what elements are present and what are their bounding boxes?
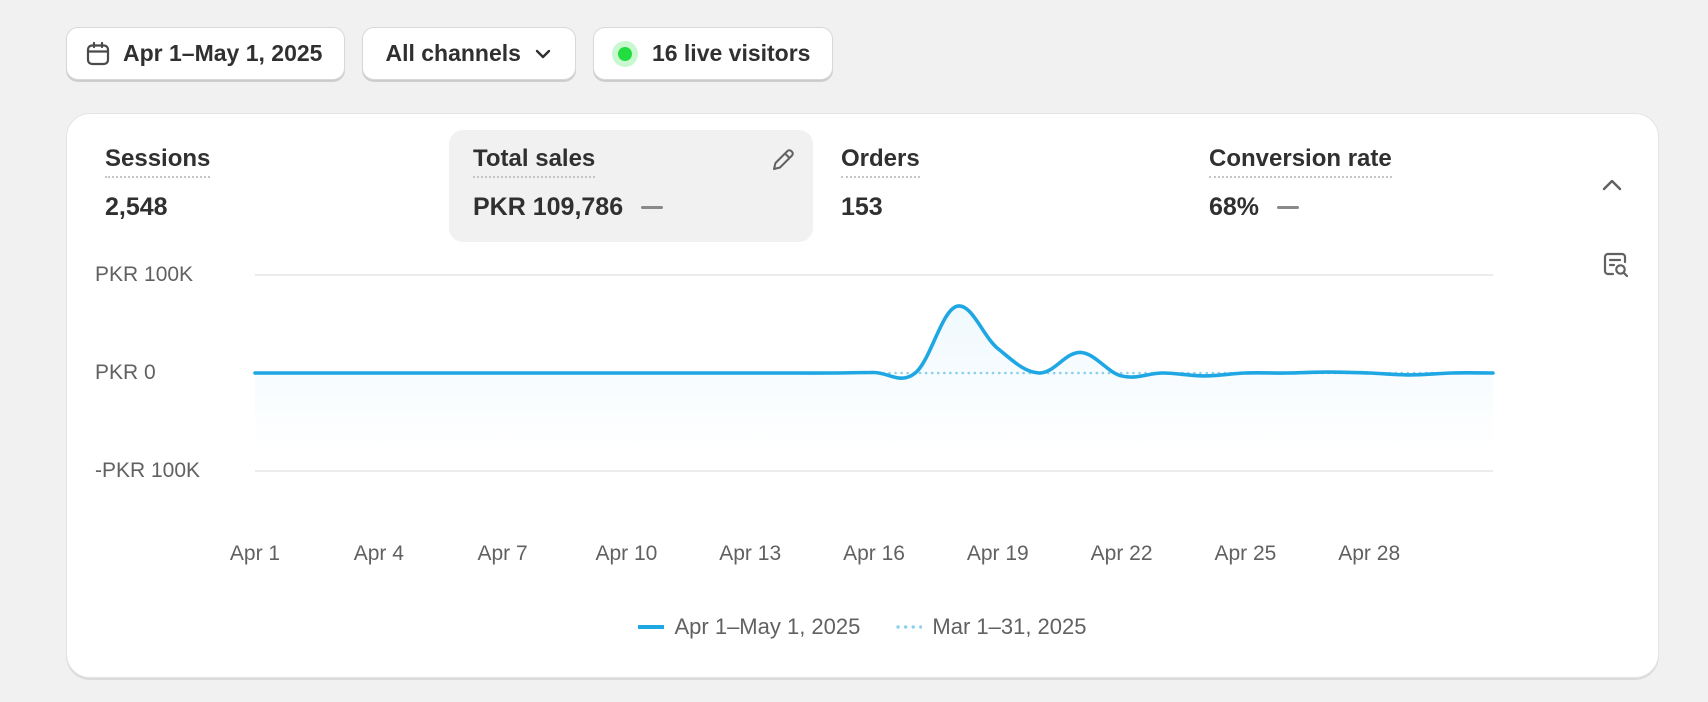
metric-value: 153: [841, 193, 883, 221]
x-tick-label: Apr 1: [229, 542, 281, 565]
data-point[interactable]: [785, 367, 797, 379]
x-tick-label: Apr 13: [719, 542, 782, 565]
legend-dotted-line-icon: [896, 624, 923, 630]
channels-dropdown[interactable]: All channels: [362, 27, 576, 80]
live-status-icon: [611, 40, 638, 67]
data-point[interactable]: [620, 367, 632, 379]
pencil-icon[interactable]: [769, 146, 797, 174]
metric-value: 68%: [1209, 193, 1260, 221]
metric-conversion-rate[interactable]: Conversion rate 68%: [1185, 130, 1549, 242]
data-point[interactable]: [1487, 367, 1499, 379]
metric-label: Orders: [841, 144, 920, 178]
x-tick-label: Apr 28: [1338, 542, 1401, 565]
chart-legend: Apr 1–May 1, 2025 Mar 1–31, 2025: [67, 614, 1658, 640]
data-point[interactable]: [827, 367, 839, 379]
data-point[interactable]: [744, 367, 756, 379]
metric-label: Sessions: [105, 144, 211, 178]
metric-value: 2,548: [105, 193, 168, 221]
data-point[interactable]: [249, 367, 261, 379]
y-tick-label: PKR 100K: [95, 263, 194, 286]
data-point[interactable]: [1198, 370, 1210, 382]
data-point[interactable]: [1116, 370, 1128, 382]
metric-label: Conversion rate: [1209, 144, 1392, 178]
data-point[interactable]: [455, 367, 467, 379]
no-change-indicator: [641, 205, 664, 209]
x-tick-label: Apr 25: [1214, 542, 1277, 565]
calendar-icon: [85, 41, 111, 67]
x-tick-label: Apr 22: [1090, 542, 1153, 565]
data-point[interactable]: [662, 367, 674, 379]
metric-value: PKR 109,786: [473, 193, 624, 221]
data-point[interactable]: [1157, 367, 1169, 379]
legend-item-current[interactable]: Apr 1–May 1, 2025: [638, 614, 860, 640]
metric-label: Total sales: [473, 144, 596, 178]
filter-toolbar: Apr 1–May 1, 2025 All channels 16 live v…: [66, 27, 834, 80]
y-tick-label: PKR 0: [95, 361, 156, 384]
x-tick-label: Apr 16: [843, 542, 905, 565]
metric-orders[interactable]: Orders 153: [817, 130, 1181, 242]
x-tick-label: Apr 4: [353, 542, 404, 565]
data-point[interactable]: [497, 367, 509, 379]
data-point[interactable]: [1363, 367, 1375, 379]
metric-total-sales[interactable]: Total sales PKR 109,786: [449, 130, 813, 242]
data-point[interactable]: [538, 367, 550, 379]
x-tick-label: Apr 19: [966, 542, 1029, 565]
legend-solid-line-icon: [638, 624, 665, 630]
legend-label: Apr 1–May 1, 2025: [674, 614, 861, 639]
x-tick-label: Apr 7: [477, 542, 528, 565]
data-point[interactable]: [1404, 369, 1416, 381]
data-point[interactable]: [1322, 366, 1334, 378]
channels-label: All channels: [385, 40, 521, 66]
chart-insight-icon[interactable]: [1601, 250, 1631, 280]
data-point[interactable]: [579, 367, 591, 379]
data-point[interactable]: [951, 300, 963, 312]
date-range-label: Apr 1–May 1, 2025: [123, 40, 323, 66]
chevron-up-icon[interactable]: [1599, 172, 1625, 198]
no-change-indicator: [1277, 205, 1300, 209]
data-point[interactable]: [1446, 367, 1458, 379]
data-point[interactable]: [992, 343, 1004, 355]
y-tick-label: -PKR 100K: [95, 459, 201, 482]
x-tick-label: Apr 10: [595, 542, 658, 565]
legend-item-comparison[interactable]: Mar 1–31, 2025: [896, 614, 1087, 640]
chevron-down-icon: [533, 44, 553, 64]
series-line-current: [253, 304, 1495, 380]
data-point[interactable]: [1239, 367, 1251, 379]
data-point[interactable]: [1281, 367, 1293, 379]
data-point[interactable]: [868, 367, 880, 379]
legend-label: Mar 1–31, 2025: [932, 614, 1087, 639]
series-area-current: [255, 305, 1493, 451]
data-point[interactable]: [290, 367, 302, 379]
data-point[interactable]: [1074, 346, 1086, 358]
live-visitors-button[interactable]: 16 live visitors: [592, 27, 834, 80]
data-point[interactable]: [373, 367, 385, 379]
data-point[interactable]: [414, 367, 426, 379]
date-range-button[interactable]: Apr 1–May 1, 2025: [66, 27, 346, 80]
analytics-card: Sessions 2,548 Total sales PKR 109,786 O…: [66, 113, 1659, 678]
sales-line-chart: [249, 274, 1499, 472]
metric-sessions[interactable]: Sessions 2,548: [81, 130, 445, 242]
live-visitors-label: 16 live visitors: [651, 40, 811, 66]
data-point[interactable]: [1033, 367, 1045, 379]
data-point[interactable]: [703, 367, 715, 379]
data-point[interactable]: [909, 367, 921, 379]
data-point[interactable]: [332, 367, 344, 379]
